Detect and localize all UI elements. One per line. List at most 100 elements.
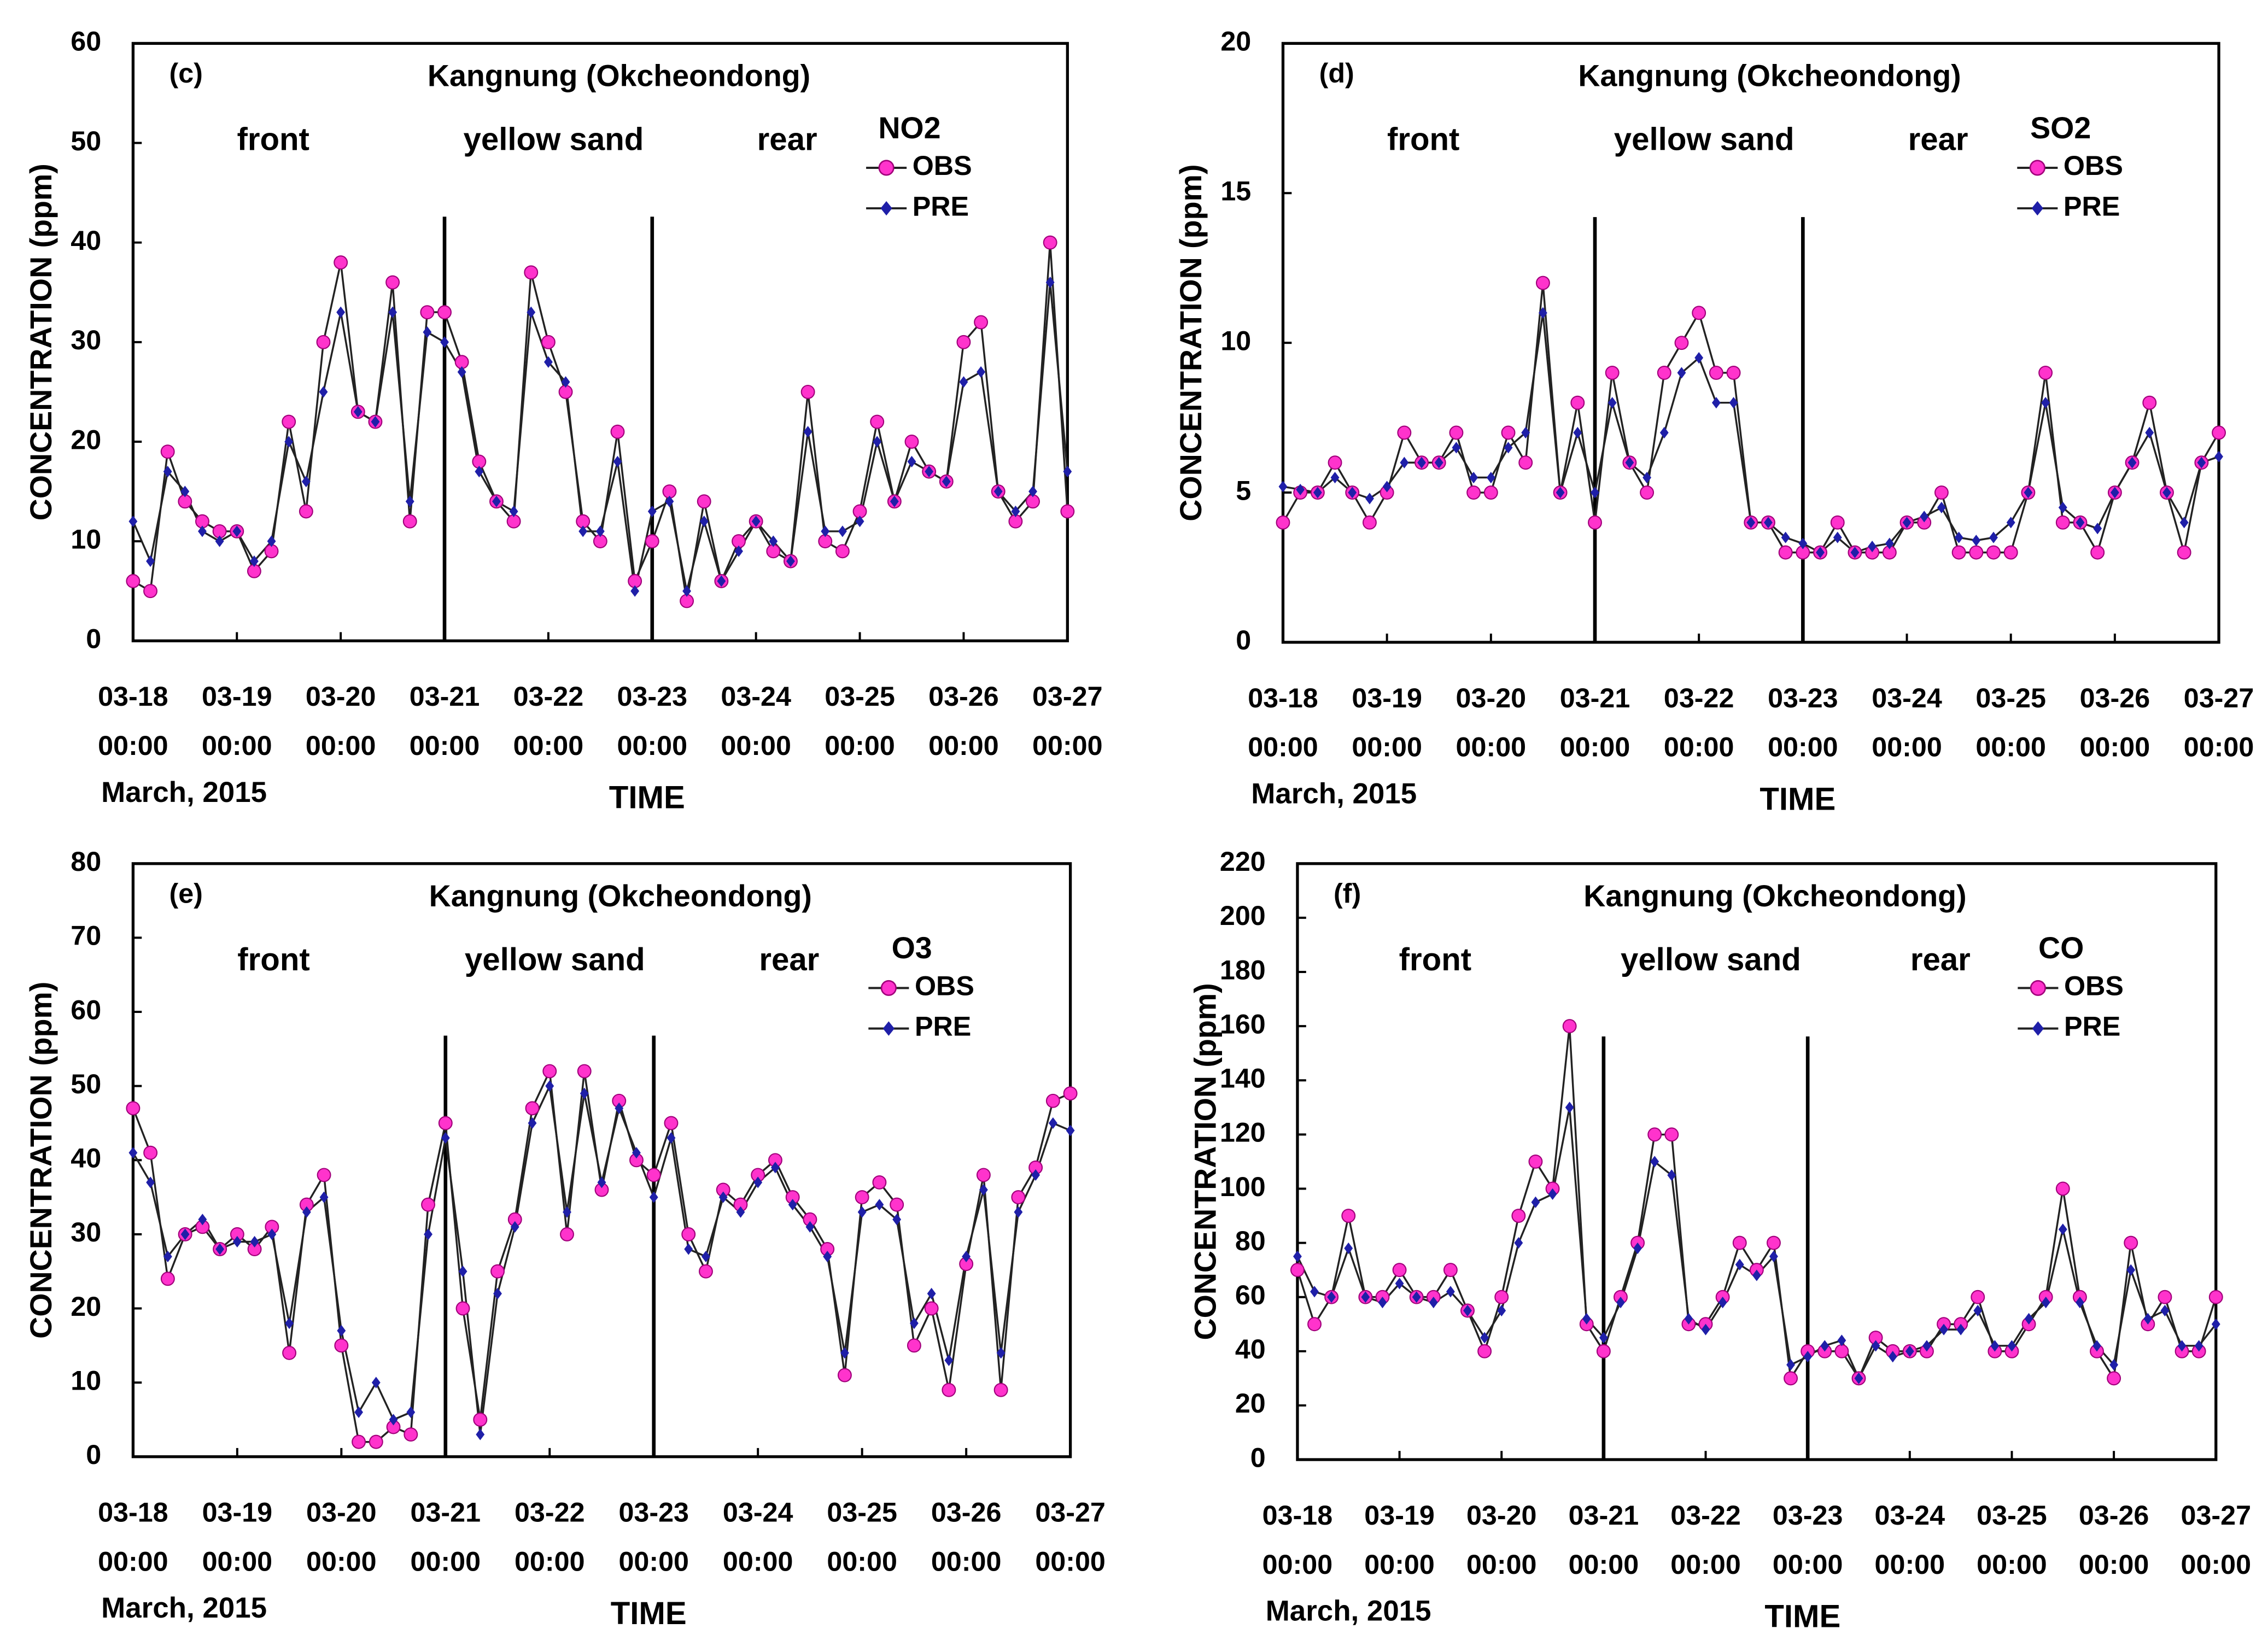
pre-marker [1469, 472, 1478, 484]
legend-label: PRE [2064, 190, 2120, 221]
x-tick-label-line: 03-25 [1975, 682, 2046, 713]
obs-marker [1483, 485, 1498, 500]
x-tick-label-line: 03-18 [1262, 1499, 1333, 1531]
obs-marker [976, 1168, 991, 1182]
period-annotation: front [1387, 122, 1459, 157]
period-annotation: yellow sand [1614, 122, 1794, 157]
x-tick-label: 03-24 00:00 [723, 1497, 793, 1577]
x-tick-label-line: 00:00 [723, 1546, 793, 1577]
obs-marker [2038, 365, 2053, 380]
obs-marker [1732, 1235, 1747, 1250]
x-tick-label-line: 00:00 [618, 1546, 689, 1577]
obs-marker [317, 1168, 331, 1182]
pre-marker [753, 1176, 763, 1188]
obs-marker [1328, 455, 1342, 470]
obs-marker [1494, 1290, 1509, 1304]
pre-marker [1348, 487, 1357, 499]
obs-marker [334, 1338, 349, 1353]
pre-marker [2127, 456, 2137, 468]
x-tick-label: 03-25 00:00 [1977, 1499, 2047, 1580]
pre-marker [1718, 1297, 1727, 1309]
pre-marker [249, 555, 259, 567]
obs-marker [402, 514, 417, 529]
x-tick-label: 03-22 00:00 [1670, 1499, 1741, 1580]
pre-marker [1850, 547, 1860, 559]
pre-marker [1330, 472, 1340, 484]
x-tick-label: 03-27 00:00 [2184, 682, 2254, 763]
period-annotation: rear [759, 942, 819, 977]
pre-marker [613, 455, 622, 467]
obs-marker [872, 1175, 887, 1190]
pre-marker [1920, 511, 1929, 523]
pre-marker [1278, 481, 1288, 493]
obs-marker [1657, 365, 1671, 380]
pre-marker [319, 1191, 329, 1203]
x-tick-label: 03-25 00:00 [827, 1497, 897, 1577]
pre-marker [128, 1147, 138, 1159]
pre-marker [2126, 1264, 2136, 1276]
obs-marker [1588, 515, 1602, 530]
series-line [1282, 283, 2220, 555]
panel-label: (d) [1319, 57, 1354, 89]
pre-marker [1011, 505, 1020, 518]
x-tick-label: 03-23 00:00 [617, 681, 688, 761]
series-line [132, 1082, 1071, 1435]
x-tick-label-line: 03-21 [1560, 682, 1630, 713]
pre-marker [909, 1317, 919, 1329]
obs-marker [1596, 1344, 1611, 1358]
obs-marker [1045, 1093, 1060, 1108]
x-tick-label: 03-24 00:00 [1872, 682, 1942, 763]
x-tick-label-line: 00:00 [1977, 1549, 2047, 1580]
pre-marker [2076, 517, 2085, 529]
x-tick-label-line: 03-19 [202, 1497, 273, 1528]
obs-marker [1971, 1290, 1985, 1304]
pre-marker [1531, 1196, 1540, 1208]
x-tick-label-line: 03-21 [410, 681, 480, 712]
x-tick-label-line: 03-20 [1466, 1499, 1537, 1531]
axis-title-x: TIME [1760, 781, 1836, 817]
pre-marker [1063, 466, 1072, 478]
x-tick-label: 03-19 00:00 [1352, 682, 1422, 763]
pre-marker [389, 1414, 398, 1426]
x-tick-label-line: 00:00 [1248, 731, 1318, 763]
axis-title-y: CONCENTRATION (ppm) [24, 982, 58, 1339]
obs-marker [1784, 1371, 1798, 1386]
pre-marker [424, 1228, 432, 1240]
obs-marker [1307, 1317, 1322, 1332]
x-tick-label-line: 00:00 [827, 1546, 897, 1577]
x-tick-label-line: 00:00 [1352, 731, 1422, 763]
obs-marker [890, 1197, 904, 1212]
pre-marker [267, 1228, 277, 1240]
obs-marker [800, 384, 815, 399]
y-tick-label: 20 [1235, 1387, 1266, 1419]
axis-title-x: TIME [611, 1596, 687, 1631]
obs-marker [664, 1116, 679, 1130]
obs-marker [316, 335, 331, 349]
pre-marker [1973, 1304, 1983, 1317]
pre-marker [2041, 1297, 2050, 1309]
pre-marker [1417, 456, 1426, 468]
obs-marker [1934, 485, 1949, 500]
pre-marker [215, 1243, 225, 1255]
x-tick-label-line: 03-26 [931, 1497, 1002, 1528]
pre-marker [630, 585, 640, 597]
pre-marker [927, 1287, 936, 1299]
y-tick-label: 60 [71, 994, 101, 1025]
legend-title: NO2 [878, 111, 940, 145]
pre-marker [2006, 517, 2015, 529]
x-tick-label-line: 00:00 [1456, 731, 1527, 763]
obs-marker [855, 1190, 869, 1205]
obs-marker [2107, 1371, 2121, 1386]
obs-marker [956, 335, 971, 349]
x-tick-label-line: 03-23 [618, 1497, 689, 1528]
pre-marker [337, 1325, 346, 1337]
pre-marker [823, 1251, 832, 1263]
pre-marker [803, 426, 812, 438]
obs-marker [1528, 1154, 1543, 1169]
legend-label: OBS [913, 150, 972, 181]
obs-marker [420, 305, 435, 320]
x-tick-label-line: 03-25 [827, 1497, 897, 1528]
pre-marker [163, 1251, 172, 1263]
pre-marker [979, 1184, 988, 1196]
